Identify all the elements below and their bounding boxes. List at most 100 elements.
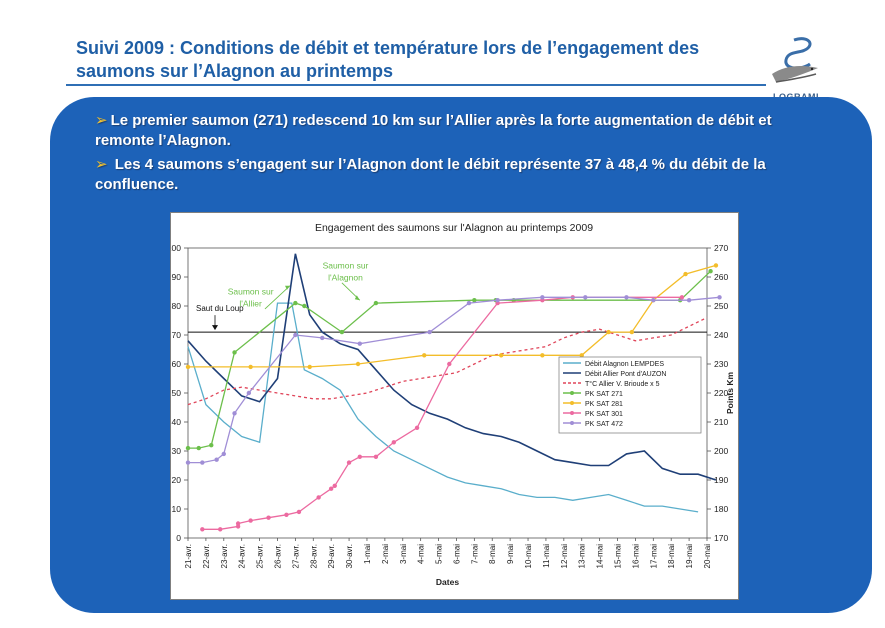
legend-marker [570,411,574,415]
bullet-2-text: Les 4 saumons s’engagent sur l’Alagnon d… [95,156,766,193]
data-point [624,295,629,300]
data-point [221,451,226,457]
x-tick-label: 12-mai [560,544,569,569]
logrami-logo: LOGRAMI [766,34,826,106]
bullet-2: ➢ Les 4 saumons s’engagent sur l’Alagnon… [95,155,795,195]
data-point [717,295,722,300]
data-point [373,300,379,306]
x-tick-label: 25-avr. [256,544,265,568]
x-tick-label: 23-avr. [220,544,229,568]
salmon-logo-icon [772,37,818,83]
data-point [196,445,201,451]
chart-title: Engagement des saumons sur l'Alagnon au … [315,222,593,234]
data-point [185,445,191,451]
annotation-arrowhead-icon [354,295,360,301]
bullet-arrow-icon: ➢ [95,156,108,173]
annotation-arrow [264,285,291,310]
legend-label: Débit Alagnon LEMPDES [585,361,664,368]
x-tick-label: 27-avr. [291,544,300,568]
data-point [320,335,325,341]
data-point [472,298,477,303]
y-right-tick-label: 190 [714,475,728,485]
y-left-tick-label: 10 [172,504,182,514]
data-point [686,298,692,303]
series-line [187,317,708,406]
data-point [373,454,379,459]
legend-marker [570,391,574,395]
series-line [187,253,717,481]
x-axis-title: Dates [436,577,459,587]
data-point [185,460,191,465]
legend-label: Débit Allier Pont d'AUZON [585,371,666,378]
data-point [339,329,345,335]
data-point [248,364,253,370]
data-point [579,353,584,358]
x-tick-label: 11-mai [542,544,551,568]
y-right-tick-label: 210 [714,417,728,427]
x-tick-label: 29-avr. [327,544,336,568]
data-point [708,269,713,274]
chart-container: Engagement des saumons sur l'Alagnon au … [170,212,739,600]
x-tick-label: 14-mai [596,544,605,569]
data-point [498,353,504,358]
x-tick-label: 17-mai [649,544,658,569]
annotation-arrowhead-icon [285,285,291,290]
annotation-label: l'Allier [239,298,262,308]
x-tick-label: 10-mai [524,544,533,569]
data-point [427,329,432,335]
x-tick-label: 3-mai [399,544,408,564]
y-right-tick-label: 180 [714,504,728,514]
data-point [422,353,427,358]
data-point [713,263,719,268]
data-point [232,411,237,416]
y-right-tick-label: 250 [714,301,728,311]
y-right-axis-title: Points Km [725,372,735,414]
x-tick-label: 5-mai [435,544,444,564]
data-point [583,295,588,300]
data-point [296,509,302,515]
data-point [200,460,205,465]
y-left-tick-label: 30 [172,446,182,456]
bullet-1: ➢ Le premier saumon (271) redescend 10 km… [95,111,795,151]
legend-label: PK SAT 301 [585,411,623,418]
annotation-label: Saumon sur [228,286,274,296]
x-tick-label: 18-mai [667,544,676,569]
x-tick-label: 13-mai [578,544,587,569]
data-point [355,361,361,367]
data-point [540,295,545,300]
y-right-tick-label: 270 [714,243,728,253]
x-tick-label: 9-mai [506,544,515,564]
data-point [266,515,271,520]
data-point [293,332,298,338]
legend-marker [570,401,574,405]
legend-marker [570,421,574,425]
data-point [209,443,214,448]
data-point [293,300,298,306]
y-left-tick-label: 70 [172,330,182,340]
y-left-tick-label: 20 [172,475,182,485]
data-point [683,271,688,277]
y-left-tick-label: 80 [172,301,182,311]
x-tick-label: 2-mai [381,544,390,564]
y-right-tick-label: 260 [714,272,728,282]
y-left-tick-label: 50 [172,388,182,398]
data-point [232,350,237,355]
x-tick-label: 24-avr. [238,544,247,568]
x-tick-label: 28-avr. [309,544,318,568]
data-point [466,300,472,306]
x-tick-label: 7-mai [470,544,479,564]
data-point [200,527,205,532]
bullet-arrow-icon: ➢ [95,112,108,129]
x-tick-label: 8-mai [488,544,497,564]
x-tick-label: 16-mai [631,544,640,569]
data-point [332,483,337,488]
data-point [651,298,656,303]
y-right-tick-label: 240 [714,330,728,340]
y-right-tick-label: 170 [714,533,728,543]
line-chart: Engagement des saumons sur l'Alagnon au … [171,222,735,587]
x-tick-label: 21-avr. [184,544,193,568]
legend-label: PK SAT 271 [585,391,623,398]
data-point [248,518,253,523]
data-point [185,364,191,370]
x-tick-label: 4-mai [417,544,426,564]
